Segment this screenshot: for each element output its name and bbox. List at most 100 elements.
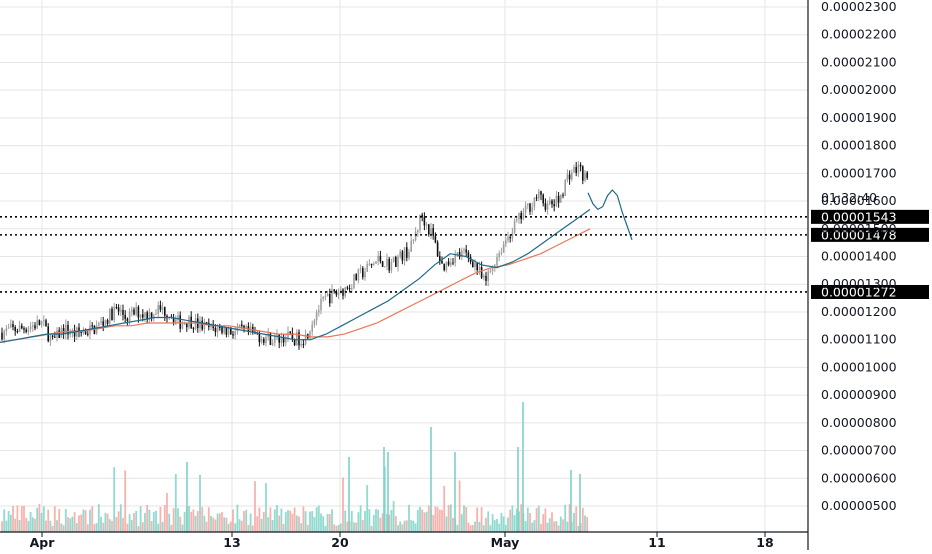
volume-bar <box>520 504 523 532</box>
x-tick-label: 13 <box>223 535 240 550</box>
volume-bar <box>372 515 375 532</box>
volume-bar <box>324 525 327 532</box>
volume-bar <box>249 513 252 532</box>
volume-bar <box>192 509 195 532</box>
volume-bar <box>430 427 432 532</box>
candle-body <box>496 257 498 266</box>
candle-body <box>82 331 85 333</box>
y-tick-label: 0.00002300 <box>821 0 897 14</box>
volume-bar <box>31 517 34 532</box>
candle-body <box>553 204 555 207</box>
volume-bar <box>434 506 437 532</box>
candle-body <box>441 260 443 264</box>
volume-bar <box>293 507 296 532</box>
candle-body <box>219 326 221 328</box>
candle-body <box>300 344 302 346</box>
volume-bar <box>58 509 61 532</box>
candle-body <box>115 307 118 309</box>
volume-bar <box>482 525 485 532</box>
volume-bar <box>480 507 483 532</box>
volume-bar <box>137 525 140 532</box>
candle-body <box>289 331 291 334</box>
volume-bar <box>553 521 556 532</box>
volume-bar <box>47 509 50 532</box>
volume-bar <box>513 515 516 532</box>
candle-body <box>423 217 426 226</box>
candle-body <box>500 252 503 254</box>
candle-body <box>135 306 137 315</box>
candle-body <box>571 172 573 180</box>
volume-bar <box>108 519 111 532</box>
candle-body <box>443 263 445 271</box>
volume-bar <box>161 521 164 532</box>
candle-body <box>518 212 520 220</box>
candle-body <box>265 336 267 343</box>
price-level-label-bg <box>811 227 929 242</box>
volume-bar <box>284 512 287 532</box>
volume-bar <box>1 521 3 532</box>
candle-body <box>379 255 382 262</box>
candle-body <box>122 309 124 315</box>
volume-bar <box>258 507 261 532</box>
candle-body <box>397 256 399 267</box>
candle-body <box>465 249 467 253</box>
candle-body <box>269 333 272 345</box>
candle-body <box>32 325 34 327</box>
candle-body <box>483 275 485 278</box>
candle-body <box>148 312 151 320</box>
volume-bar <box>531 522 534 532</box>
volume-bar <box>364 511 366 532</box>
volume-bar <box>529 512 531 532</box>
candle-body <box>368 263 371 265</box>
candle-body <box>157 305 159 314</box>
volume-bar <box>555 521 558 532</box>
candle-body <box>223 327 225 333</box>
volume-bar <box>524 521 527 532</box>
candle-body <box>38 320 41 326</box>
volume-bar <box>203 515 206 532</box>
volume-bar <box>504 524 507 532</box>
volume-bar <box>148 509 151 532</box>
volume-bar <box>302 506 305 532</box>
candle-body <box>201 320 203 330</box>
candle-body <box>362 268 364 278</box>
volume-bar <box>419 506 421 532</box>
volume-bar <box>458 480 461 532</box>
candle-body <box>159 305 162 310</box>
projection-path <box>587 189 633 241</box>
volume-bar <box>67 517 69 532</box>
volume-bar <box>196 511 199 532</box>
volume-bar <box>573 512 575 532</box>
volume-bar <box>518 511 520 532</box>
volume-bar <box>540 523 542 532</box>
volume-bar <box>60 523 63 532</box>
candle-body <box>225 327 228 335</box>
ma-slow-line <box>0 228 591 343</box>
candle-body <box>564 180 566 196</box>
volume-bar <box>260 519 263 532</box>
candle-body <box>260 339 263 343</box>
candle-body <box>27 328 30 332</box>
candle-body <box>214 328 217 333</box>
volume-bar <box>460 514 463 532</box>
candle-body <box>472 261 474 268</box>
candle-body <box>150 312 153 319</box>
candle-body <box>205 322 208 324</box>
volume-bar <box>80 514 83 532</box>
candle-body <box>10 324 12 328</box>
candle-body <box>177 315 179 320</box>
candle-body <box>128 311 131 322</box>
y-tick-label: 0.00000600 <box>821 470 897 485</box>
candle-body <box>346 287 349 289</box>
time-axis[interactable]: Apr 13 20 May 11 18 <box>0 531 808 550</box>
volume-bar <box>51 525 54 532</box>
price-axis[interactable]: 0.00000500 0.00000600 0.00000700 0.00000800… <box>807 0 897 550</box>
candle-body <box>65 324 67 334</box>
y-tick-label: 0.00001500 <box>821 221 897 236</box>
candle-body <box>16 331 19 333</box>
candle-body <box>25 329 27 332</box>
volume-bar <box>232 509 234 532</box>
volume-bar <box>262 512 265 532</box>
